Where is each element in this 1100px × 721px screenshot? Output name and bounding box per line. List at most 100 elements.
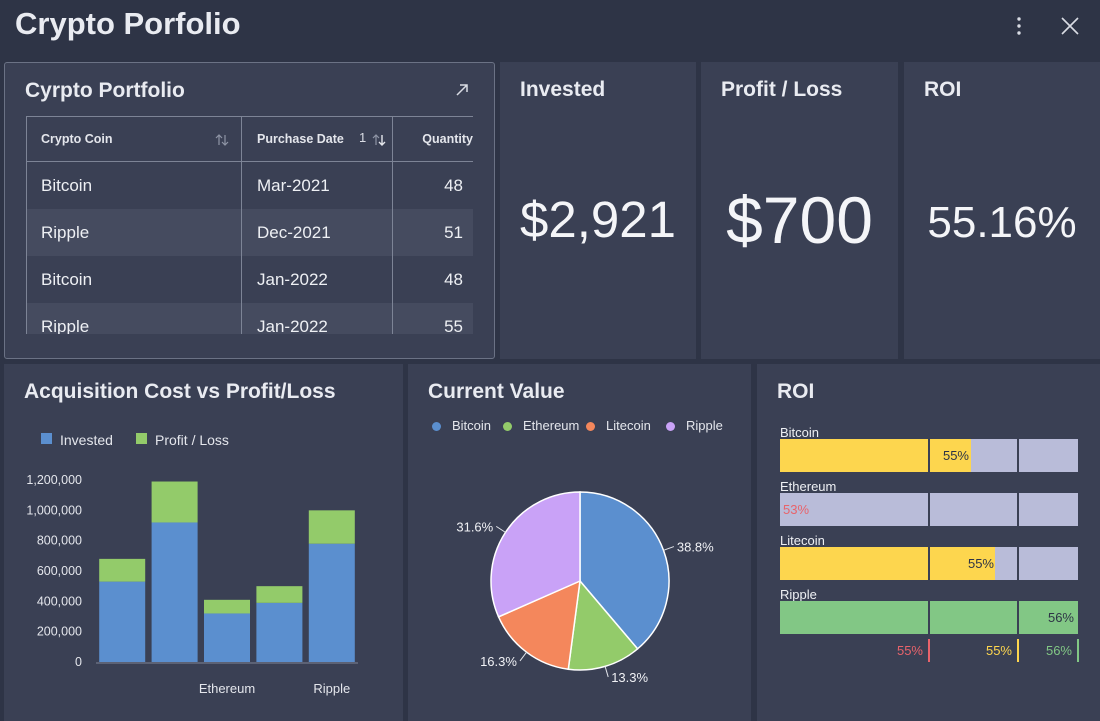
legend-label-invested[interactable]: Invested — [60, 432, 113, 448]
column-divider[interactable] — [392, 116, 393, 334]
roi-band-divider — [1017, 493, 1019, 526]
bar-invested[interactable] — [204, 613, 250, 662]
y-tick-label: 800,000 — [37, 534, 82, 548]
roi-band-label: 55% — [985, 643, 1012, 658]
cell-quantity: 48 — [444, 176, 463, 195]
cell-quantity: 48 — [444, 270, 463, 289]
profit-loss-title: Profit / Loss — [721, 78, 843, 101]
roi-band-divider — [1017, 547, 1019, 580]
cell-date: Dec-2021 — [257, 223, 331, 242]
table-row[interactable]: Ripple Dec-2021 51 — [26, 209, 473, 256]
table-row[interactable]: Bitcoin Mar-2021 48 — [26, 162, 473, 209]
roi-bar-bitcoin[interactable]: 55% — [780, 439, 1078, 472]
invested-value: $2,921 — [520, 191, 676, 248]
more-vertical-icon[interactable] — [1009, 14, 1029, 38]
invested-title: Invested — [520, 78, 606, 101]
expand-icon[interactable] — [453, 81, 471, 99]
bar-profit-loss[interactable] — [204, 599, 250, 614]
portfolio-title: Cyrpto Portfolio — [25, 79, 185, 102]
bar-profit-loss[interactable] — [308, 510, 355, 544]
current-value-title: Current Value — [428, 380, 565, 403]
roi-category-label: Litecoin — [780, 533, 825, 548]
title-bar: Crypto Porfolio — [0, 0, 1100, 55]
column-divider — [26, 116, 27, 334]
column-header-quantity[interactable]: Quantity — [393, 117, 473, 162]
roi-category-label: Bitcoin — [780, 425, 820, 440]
legend-swatch-profit-loss — [136, 433, 147, 444]
bar-invested[interactable] — [256, 602, 303, 662]
roi-kpi-card[interactable]: ROI 55.16% — [904, 62, 1100, 359]
cell-date: Mar-2021 — [257, 176, 330, 195]
close-icon[interactable] — [1058, 14, 1082, 38]
y-tick-label: 400,000 — [37, 594, 82, 608]
legend-label-ethereum[interactable]: Ethereum — [523, 418, 580, 433]
bar-profit-loss[interactable] — [151, 481, 198, 523]
roi-band-divider — [1017, 439, 1019, 472]
current-value-card[interactable]: Current Value Bitcoin Ethereum Litecoin Rip… — [408, 364, 751, 721]
roi-value-label: 53% — [783, 502, 810, 517]
acquisition-chart-card[interactable]: Acquisition Cost vs Profit/Loss Invested… — [4, 364, 403, 721]
portfolio-table: Crypto Coin Purchase Date 1 Quantity Bit… — [26, 116, 473, 334]
column-header-crypto-coin[interactable]: Crypto Coin — [26, 117, 241, 162]
legend-label-ripple[interactable]: Ripple — [686, 418, 723, 433]
profit-loss-card[interactable]: Profit / Loss $700 — [701, 62, 898, 359]
legend-label-profit-loss[interactable]: Profit / Loss — [155, 432, 229, 448]
cell-coin: Bitcoin — [41, 176, 93, 195]
roi-band-marker — [1017, 639, 1019, 662]
acquisition-bar-chart: 0 200,000 400,000 600,000 800,000 1,000,000 1,… — [26, 473, 358, 696]
bar-profit-loss[interactable] — [99, 558, 146, 582]
table-row[interactable]: Ripple Jan-2022 55 — [26, 303, 473, 334]
roi-kpi-value: 55.16% — [927, 198, 1077, 247]
sort-descending-icon[interactable] — [371, 132, 387, 148]
sort-order-index: 1 — [359, 130, 367, 145]
pie-value-label: 16.3% — [480, 654, 517, 669]
y-tick-label: 0 — [75, 655, 82, 669]
legend-label-litecoin[interactable]: Litecoin — [606, 418, 651, 433]
bar-invested[interactable] — [151, 522, 198, 662]
roi-band-divider — [928, 547, 930, 580]
roi-bar-fill — [780, 439, 971, 472]
pie-slice-bitcoin[interactable] — [579, 491, 670, 650]
roi-category-label: Ethereum — [780, 479, 837, 494]
roi-band-marker — [1077, 639, 1079, 662]
app-title: Crypto Porfolio — [15, 6, 241, 41]
roi-band-divider — [928, 493, 930, 526]
x-tick-label: Ripple — [313, 681, 350, 696]
column-label: Quantity — [422, 132, 473, 146]
y-tick-label: 1,000,000 — [26, 503, 82, 517]
roi-bar-fill — [780, 547, 995, 580]
legend-label-bitcoin[interactable]: Bitcoin — [452, 418, 492, 433]
column-divider[interactable] — [241, 116, 242, 334]
roi-band-divider — [928, 601, 930, 634]
roi-chart-card[interactable]: ROI Bitcoin 55% Ethereum 53% Litecoin 55% Ripp… — [757, 364, 1100, 721]
pie-slice-ethereum[interactable] — [567, 579, 639, 671]
roi-band-divider — [928, 439, 930, 472]
sort-icon[interactable] — [214, 132, 230, 148]
pie-label-leader — [519, 651, 527, 662]
pie-slice-ripple[interactable] — [490, 491, 581, 618]
bar-invested[interactable] — [308, 543, 355, 662]
table-row[interactable]: Bitcoin Jan-2022 48 — [26, 256, 473, 303]
cell-quantity: 55 — [444, 317, 463, 334]
roi-bar-ethereum[interactable]: 53% — [780, 493, 1078, 526]
column-label: Crypto Coin — [41, 132, 113, 146]
invested-card[interactable]: Invested $2,921 — [500, 62, 696, 359]
roi-band-divider — [1017, 601, 1019, 634]
bar-invested[interactable] — [99, 581, 146, 662]
pie-value-label: 13.3% — [611, 670, 648, 685]
pie-slice-litecoin[interactable] — [497, 579, 581, 671]
column-header-purchase-date[interactable]: Purchase Date — [242, 117, 392, 162]
roi-bar-ripple[interactable]: 56% — [780, 601, 1078, 634]
legend-swatch-invested — [41, 433, 52, 444]
current-value-pie-chart: 38.8% 13.3% 16.3% 31.6% — [456, 491, 714, 685]
cell-coin: Ripple — [41, 223, 90, 242]
pie-label-leader — [604, 666, 609, 678]
roi-bar-litecoin[interactable]: 55% — [780, 547, 1078, 580]
y-tick-label: 600,000 — [37, 564, 82, 578]
pie-value-label: 31.6% — [456, 519, 493, 534]
bar-profit-loss[interactable] — [256, 586, 303, 603]
portfolio-card[interactable]: Cyrpto Portfolio Crypto Coin Purchase Da… — [4, 62, 495, 359]
acquisition-chart-title: Acquisition Cost vs Profit/Loss — [24, 380, 336, 403]
profit-loss-value: $700 — [726, 183, 873, 257]
cell-date: Jan-2022 — [257, 317, 328, 334]
